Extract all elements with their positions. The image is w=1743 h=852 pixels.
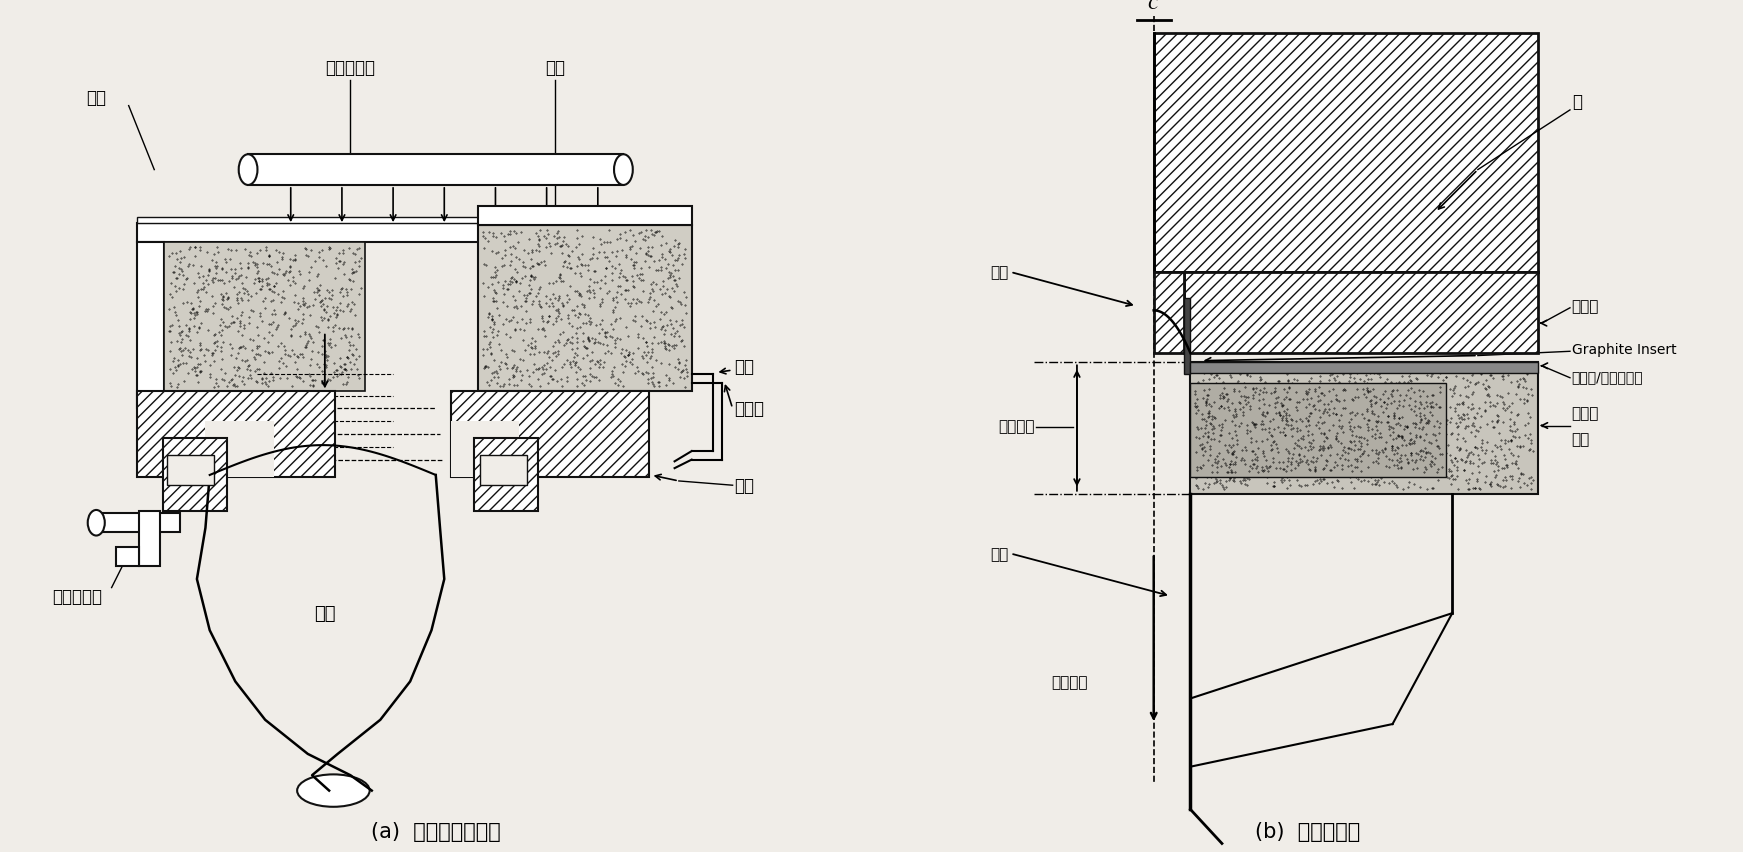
Text: 주괴: 주괴 xyxy=(314,604,336,623)
Bar xyxy=(164,224,370,243)
Ellipse shape xyxy=(614,155,633,186)
Bar xyxy=(94,514,180,532)
Bar xyxy=(1183,298,1190,375)
Bar xyxy=(138,217,580,224)
Bar xyxy=(138,392,335,477)
Text: 헤드: 헤드 xyxy=(546,59,565,78)
Text: 용탕: 용탕 xyxy=(85,89,106,107)
Bar xyxy=(1190,383,1447,477)
Text: 몰드: 몰드 xyxy=(734,476,755,495)
Text: (a)  쇼와프로세스법: (a) 쇼와프로세스법 xyxy=(371,820,500,841)
Text: Graphite Insert: Graphite Insert xyxy=(1572,343,1677,356)
Text: $\mathcal{C}$: $\mathcal{C}$ xyxy=(1147,0,1159,13)
Bar xyxy=(139,511,160,567)
Ellipse shape xyxy=(239,155,258,186)
Bar xyxy=(479,456,526,486)
Text: 중간판: 중간판 xyxy=(1572,299,1598,314)
Text: (b)  에어슬립법: (b) 에어슬립법 xyxy=(1255,820,1360,841)
Bar xyxy=(474,439,539,511)
Bar xyxy=(115,548,139,567)
Bar xyxy=(138,243,164,409)
Bar xyxy=(451,392,648,477)
Bar xyxy=(138,224,580,243)
Bar xyxy=(1154,34,1537,273)
Text: 용탕: 용탕 xyxy=(990,265,1009,280)
Bar xyxy=(162,439,227,511)
Text: 몰드길이: 몰드길이 xyxy=(997,418,1034,434)
Bar xyxy=(451,422,519,477)
Text: 냉각수공급: 냉각수공급 xyxy=(52,587,101,606)
Text: 주조방향: 주조방향 xyxy=(1051,674,1088,689)
Bar xyxy=(1190,362,1537,494)
Ellipse shape xyxy=(296,774,370,807)
Bar xyxy=(1183,273,1537,354)
Ellipse shape xyxy=(87,510,105,536)
Text: 몰드: 몰드 xyxy=(1572,431,1590,446)
Text: 윤활유/기체도입구: 윤활유/기체도입구 xyxy=(1572,370,1644,383)
Bar xyxy=(206,422,274,477)
Text: 기체: 기체 xyxy=(734,357,755,376)
Bar xyxy=(1154,273,1183,354)
Text: 윤활유: 윤활유 xyxy=(734,400,763,418)
Text: 냉각수: 냉각수 xyxy=(1572,406,1598,421)
Bar xyxy=(478,207,692,226)
Bar xyxy=(1190,363,1537,373)
Bar xyxy=(478,226,692,392)
Bar xyxy=(167,456,214,486)
Bar xyxy=(248,155,624,186)
Text: 분위기가스: 분위기가스 xyxy=(326,59,375,78)
Text: 주괴: 주괴 xyxy=(990,546,1009,561)
Text: 통: 통 xyxy=(1572,93,1581,112)
Bar xyxy=(164,243,364,392)
